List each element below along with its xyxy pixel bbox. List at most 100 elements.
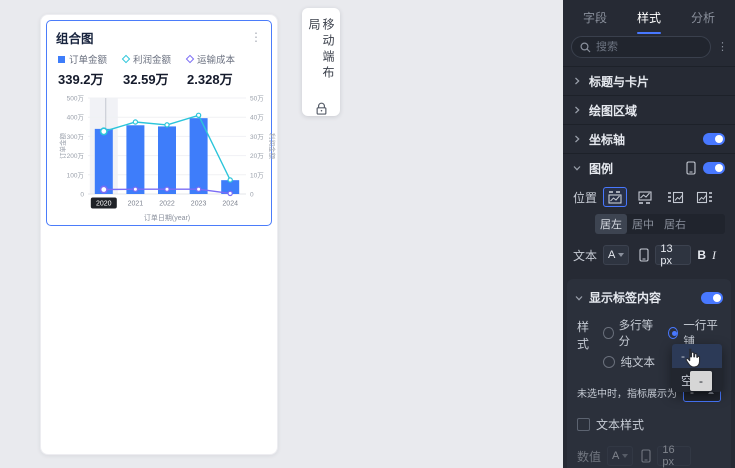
legend-position-top-button[interactable] (603, 187, 628, 207)
tab-analysis[interactable]: 分析 (690, 10, 715, 25)
caret-down-icon (622, 454, 629, 458)
chart-card[interactable]: 组合图 ⋮ 订单金额 339.2万 利润金额 (40, 14, 278, 455)
legend-position-bottom-button[interactable] (633, 187, 657, 207)
font-size-input[interactable]: 13 px (655, 243, 692, 267)
section-title-card[interactable]: 标题与卡片 (563, 66, 735, 95)
x-tick-label[interactable]: 2021 (128, 201, 144, 208)
font-color-a: A (612, 450, 620, 462)
bold-button[interactable]: B (697, 248, 707, 262)
legend-position-top-icon (608, 190, 622, 204)
font-size-value: 16 px (662, 444, 675, 468)
bar-2020[interactable] (94, 128, 113, 194)
popup-option-dash[interactable]: - (672, 344, 722, 368)
label-content-toggle[interactable] (701, 291, 723, 304)
search-box[interactable] (571, 36, 711, 58)
left-tick-label: 0 (80, 192, 84, 199)
section-label: 图例 (589, 161, 614, 176)
caret-down-icon (618, 253, 625, 257)
radio-oneline[interactable]: 一行平铺 (668, 317, 721, 349)
mobile-phone-icon (686, 161, 696, 175)
panel-more-options-icon[interactable]: ⋮ (717, 41, 728, 53)
bar-2024[interactable] (221, 180, 240, 194)
text-style-checkbox[interactable] (577, 418, 590, 431)
left-tick-label: 400万 (67, 114, 85, 122)
x-tick-label[interactable]: 2022 (159, 201, 175, 208)
point-运输成本-2021[interactable] (132, 186, 139, 192)
legend-position-right-button[interactable] (693, 187, 717, 207)
selected-x-label-bg (90, 197, 117, 209)
bar-series-marker-icon (58, 55, 65, 63)
point-运输成本-2024[interactable] (227, 190, 233, 197)
mobile-layout-panel[interactable]: 移动端布局 (302, 8, 340, 116)
bar-2023[interactable] (189, 118, 208, 194)
chevron-right-icon (575, 135, 580, 143)
legend-item[interactable]: 订单金额 339.2万 (58, 52, 107, 88)
numeric-row: 数值 A 16 px (567, 438, 731, 468)
point-运输成本-2022[interactable] (164, 186, 170, 192)
legend-label: 利润金额 (133, 55, 172, 66)
tab-fields[interactable]: 字段 (583, 10, 608, 25)
legend-text-row: 文本 A 13 px B I (563, 236, 735, 275)
mobile-layout-label: 移动端布局 (307, 18, 335, 82)
chart-card-header: 组合图 ⋮ (56, 28, 262, 46)
numeric-font-size-input[interactable]: 16 px (657, 444, 692, 468)
font-color-a: A (608, 249, 616, 261)
kpi-value: 2.328万 (187, 72, 233, 87)
label-style-row: 样式 多行等分 一行平铺 纯文本 (567, 312, 731, 375)
point-利润金额-2023[interactable] (195, 112, 202, 118)
section-legend[interactable]: 图例 (563, 153, 735, 182)
section-axes[interactable]: 坐标轴 (563, 124, 735, 153)
point-运输成本-2020[interactable] (99, 185, 108, 194)
legend-position-bottom-icon (638, 190, 652, 204)
font-color-button[interactable]: A (603, 245, 630, 265)
caret-up-icon (708, 390, 714, 394)
point-利润金额-2022[interactable] (164, 122, 170, 128)
search-input[interactable] (596, 41, 702, 53)
axes-toggle[interactable] (703, 133, 725, 145)
align-right-button[interactable]: 居右 (664, 219, 686, 231)
align-left-button[interactable]: 居左 (595, 214, 627, 234)
legend-align-segmented: 居左 居中 居右 (595, 214, 725, 234)
bar-2021[interactable] (126, 125, 145, 194)
line-series-marker-icon (121, 54, 131, 64)
chevron-right-icon (575, 77, 580, 85)
x-tick-label[interactable]: 2024 (222, 201, 238, 208)
chevron-down-icon (573, 166, 581, 171)
font-size-value: 13 px (660, 243, 673, 267)
chevron-right-icon (575, 106, 580, 114)
radio-multiline[interactable]: 多行等分 (603, 317, 656, 349)
bar-2022[interactable] (158, 126, 176, 194)
legend-position-left-button[interactable] (663, 187, 687, 207)
chart-legend: 订单金额 339.2万 利润金额 32.59万 (56, 52, 262, 88)
point-利润金额-2021[interactable] (132, 119, 139, 125)
legend-toggle[interactable] (703, 162, 725, 174)
combo-chart[interactable]: 500万 400万 300万 200万 100万 0 50万 40万 30万 20万 10万 0 订单金… (56, 90, 277, 233)
dashboard-canvas[interactable]: 组合图 ⋮ 订单金额 339.2万 利润金额 (0, 0, 563, 468)
tab-style-label: 样式 (636, 10, 661, 25)
mobile-phone-icon (639, 248, 649, 262)
x-tick-label[interactable]: 2023 (191, 201, 207, 208)
label-content-header[interactable]: 显示标签内容 (567, 283, 731, 312)
unselected-indicator-label: 未选中时，指标展示为 (577, 388, 677, 400)
left-tick-label: 200万 (67, 152, 85, 160)
radio-plaintext[interactable]: 纯文本 (603, 354, 656, 370)
mobile-phone-icon (641, 449, 651, 463)
legend-label: 运输成本 (197, 55, 236, 66)
section-plot-area[interactable]: 绘图区域 (563, 95, 735, 124)
point-利润金额-2020[interactable] (99, 127, 108, 136)
align-center-button[interactable]: 居中 (632, 219, 654, 231)
point-运输成本-2023[interactable] (195, 186, 202, 192)
x-tick-label-selected[interactable]: 2020 (96, 201, 112, 208)
right-axis-title: 利润金额 (268, 133, 277, 160)
numeric-font-color-button[interactable]: A (607, 446, 634, 466)
legend-item[interactable]: 利润金额 32.59万 (121, 52, 172, 88)
card-more-options-icon[interactable]: ⋮ (250, 30, 262, 44)
italic-button[interactable]: I (712, 247, 717, 262)
chart-widget-selected[interactable]: 组合图 ⋮ 订单金额 339.2万 利润金额 (46, 20, 277, 226)
label-style-radio-group: 多行等分 一行平铺 纯文本 (603, 317, 721, 370)
legend-item[interactable]: 运输成本 2.328万 (185, 52, 236, 88)
point-利润金额-2024[interactable] (227, 177, 233, 183)
radio-label: 纯文本 (620, 357, 655, 369)
tab-style[interactable]: 样式 (633, 0, 665, 35)
